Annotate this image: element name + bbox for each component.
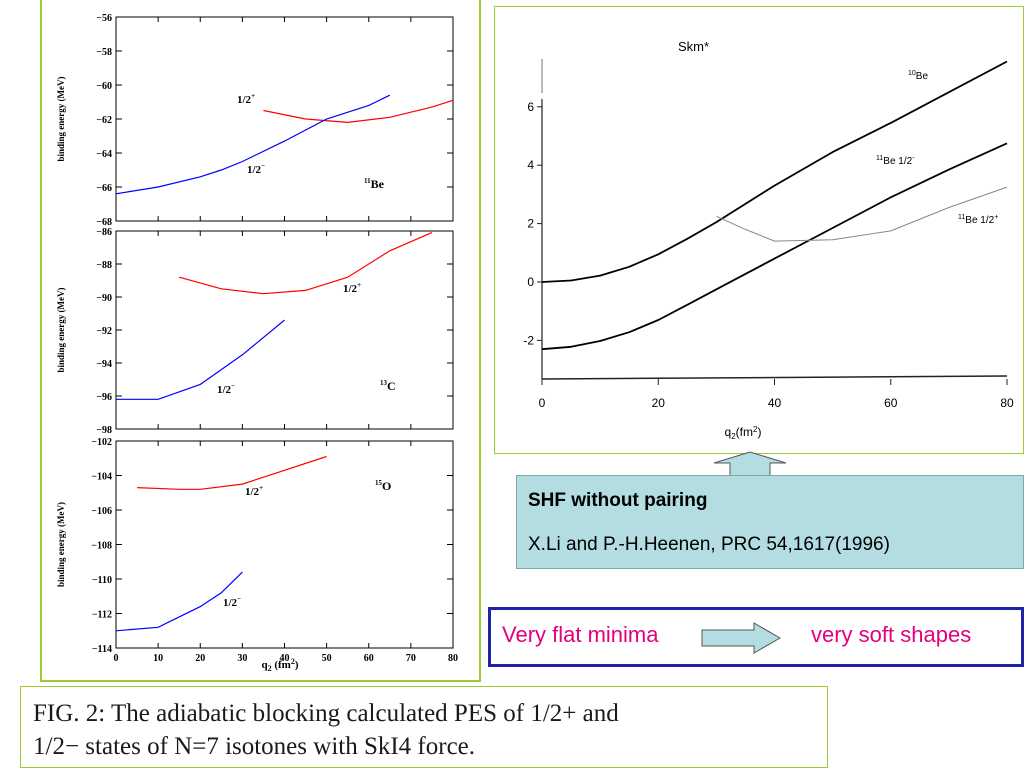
- c13-series-halfminus: [116, 319, 285, 400]
- right-arrow-icon: [701, 622, 782, 654]
- c13-y-tick-label: −96: [96, 392, 112, 403]
- skm-x-tick-label: 60: [884, 396, 898, 410]
- be11-y-tick-label: −62: [96, 115, 112, 126]
- o15-y-tick-label: −106: [91, 506, 112, 517]
- o15-x-tick-label: 40: [280, 653, 290, 664]
- skm-be11-halfminus-label: 11Be 1/2-: [876, 155, 915, 167]
- c13-y-tick-label: −98: [96, 425, 112, 436]
- o15-plot-frame: [115, 440, 454, 649]
- o15-halfminus-label: 1/2−: [223, 595, 241, 609]
- left-x-axis-title: q2 (fm2): [261, 657, 298, 673]
- o15-x-tick-label: 10: [153, 653, 163, 664]
- figure-caption: FIG. 2: The adiabatic blocking calculate…: [33, 697, 823, 763]
- c13-nucleus-label: 13C: [380, 379, 396, 393]
- c13-halfplus-label: 1/2+: [343, 281, 361, 295]
- o15-x-tick-label: 30: [237, 653, 247, 664]
- c13-halfminus-label: 1/2−: [217, 382, 235, 396]
- o15-halfplus-label: 1/2+: [245, 484, 263, 498]
- shf-title: SHF without pairing: [528, 490, 708, 511]
- flat-minima-text: Very flat minima: [502, 622, 659, 647]
- c13-y-axis-title: binding energy (MeV): [56, 288, 66, 373]
- c13-y-tick-label: −94: [96, 359, 112, 370]
- be11-plot-frame: [115, 16, 454, 222]
- skm-series-be11-halfplus: [716, 186, 1008, 242]
- shf-reference: X.Li and P.-H.Heenen, PRC 54,1617(1996): [528, 534, 890, 555]
- o15-series-halfplus: [137, 455, 327, 490]
- skm-series-be10: [541, 60, 1008, 283]
- be11-chart: −68 −66 −64 −62 −60 −58 −56 binding energy (MeV…: [56, 13, 454, 228]
- be11-series-halfminus: [115, 94, 391, 195]
- o15-x-tick-label: 70: [406, 653, 416, 664]
- pes-stack-chart: −68 −66 −64 −62 −60 −58 −56 binding energy (MeV…: [56, 13, 458, 673]
- o15-x-tick-label: 20: [195, 653, 205, 664]
- o15-y-tick-label: −108: [91, 541, 112, 552]
- be11-halfplus-label: 1/2+: [237, 92, 255, 106]
- c13-plot-frame: [115, 230, 454, 430]
- skm-be10-label: 10Be: [908, 70, 928, 82]
- caption-line-1: FIG. 2: The adiabatic blocking calculate…: [33, 700, 619, 727]
- left-figure-panel: −68 −66 −64 −62 −60 −58 −56 binding energy (MeV…: [40, 0, 481, 682]
- shf-info-box: SHF without pairing X.Li and P.-H.Heenen…: [516, 475, 1024, 569]
- skm-y-tick-label: 2: [527, 217, 534, 231]
- o15-x-tick-label: 60: [364, 653, 374, 664]
- be11-y-tick-label: −66: [96, 183, 112, 194]
- o15-y-tick-label: −110: [92, 575, 112, 586]
- caption-line-2: 1/2− states of N=7 isotones with SkI4 fo…: [33, 733, 476, 760]
- o15-x-tick-label: 50: [322, 653, 332, 664]
- be11-y-axis-title: binding energy (MeV): [56, 77, 66, 162]
- c13-y-tick-label: −88: [96, 260, 112, 271]
- o15-y-axis-title: binding energy (MeV): [56, 502, 66, 587]
- skm-y-tick-label: 0: [527, 275, 534, 289]
- conclusion-box: Very flat minima very soft shapes: [488, 607, 1024, 667]
- o15-y-tick-label: −102: [91, 437, 112, 448]
- o15-series-halfminus: [115, 571, 243, 632]
- be11-nucleus-label: 11Be: [364, 177, 385, 191]
- c13-y-tick-label: −92: [96, 326, 112, 337]
- be11-y-tick-label: −60: [96, 81, 112, 92]
- o15-y-tick-label: −114: [92, 644, 112, 655]
- soft-shapes-text: very soft shapes: [811, 622, 972, 647]
- c13-chart: −98 −96 −94 −92 −90 −88 −86 binding energy (MeV…: [56, 227, 454, 436]
- skm-title: Skm*: [678, 39, 709, 54]
- o15-y-tick-label: −104: [91, 472, 112, 483]
- c13-y-tick-label: −90: [96, 293, 112, 304]
- o15-chart: −114 −112 −110 −108 −106 −104 −102 binding ener…: [56, 437, 458, 664]
- skm-x-axis-title: q2(fm2): [725, 425, 762, 441]
- be11-halfminus-label: 1/2−: [247, 162, 265, 176]
- skm-be11-halfplus-label: 11Be 1/2+: [958, 214, 998, 226]
- skm-y-tick-label: 6: [527, 100, 534, 114]
- skm-series-be11-halfminus: [541, 142, 1008, 351]
- skm-y-tick-label: -2: [523, 333, 534, 347]
- up-arrow-icon: [713, 451, 787, 477]
- skm-x-tick-label: 0: [539, 396, 546, 410]
- skm-x-axis: [541, 375, 1008, 380]
- right-figure-panel: -2 0 2 4 6 0 20 40 60 80 Skm* 10Be 11Be 1/2- 11Be…: [494, 6, 1024, 454]
- be11-y-tick-label: −56: [96, 13, 112, 24]
- be11-y-tick-label: −68: [96, 217, 112, 228]
- be11-y-tick-label: −58: [96, 47, 112, 58]
- skm-x-tick-label: 80: [1000, 396, 1014, 410]
- o15-y-tick-label: −112: [92, 610, 112, 621]
- c13-y-tick-label: −86: [96, 227, 112, 238]
- figure-caption-box: FIG. 2: The adiabatic blocking calculate…: [20, 686, 828, 768]
- skm-x-tick-label: 40: [768, 396, 782, 410]
- c13-series-halfplus: [179, 232, 433, 295]
- be11-y-tick-label: −64: [96, 149, 112, 160]
- o15-x-tick-label: 80: [448, 653, 458, 664]
- skm-x-tick-label: 20: [652, 396, 666, 410]
- o15-x-tick-label: 0: [114, 653, 119, 664]
- skm-y-tick-label: 4: [527, 158, 534, 172]
- o15-nucleus-label: 15O: [375, 479, 391, 493]
- be11-series-halfplus: [263, 99, 454, 124]
